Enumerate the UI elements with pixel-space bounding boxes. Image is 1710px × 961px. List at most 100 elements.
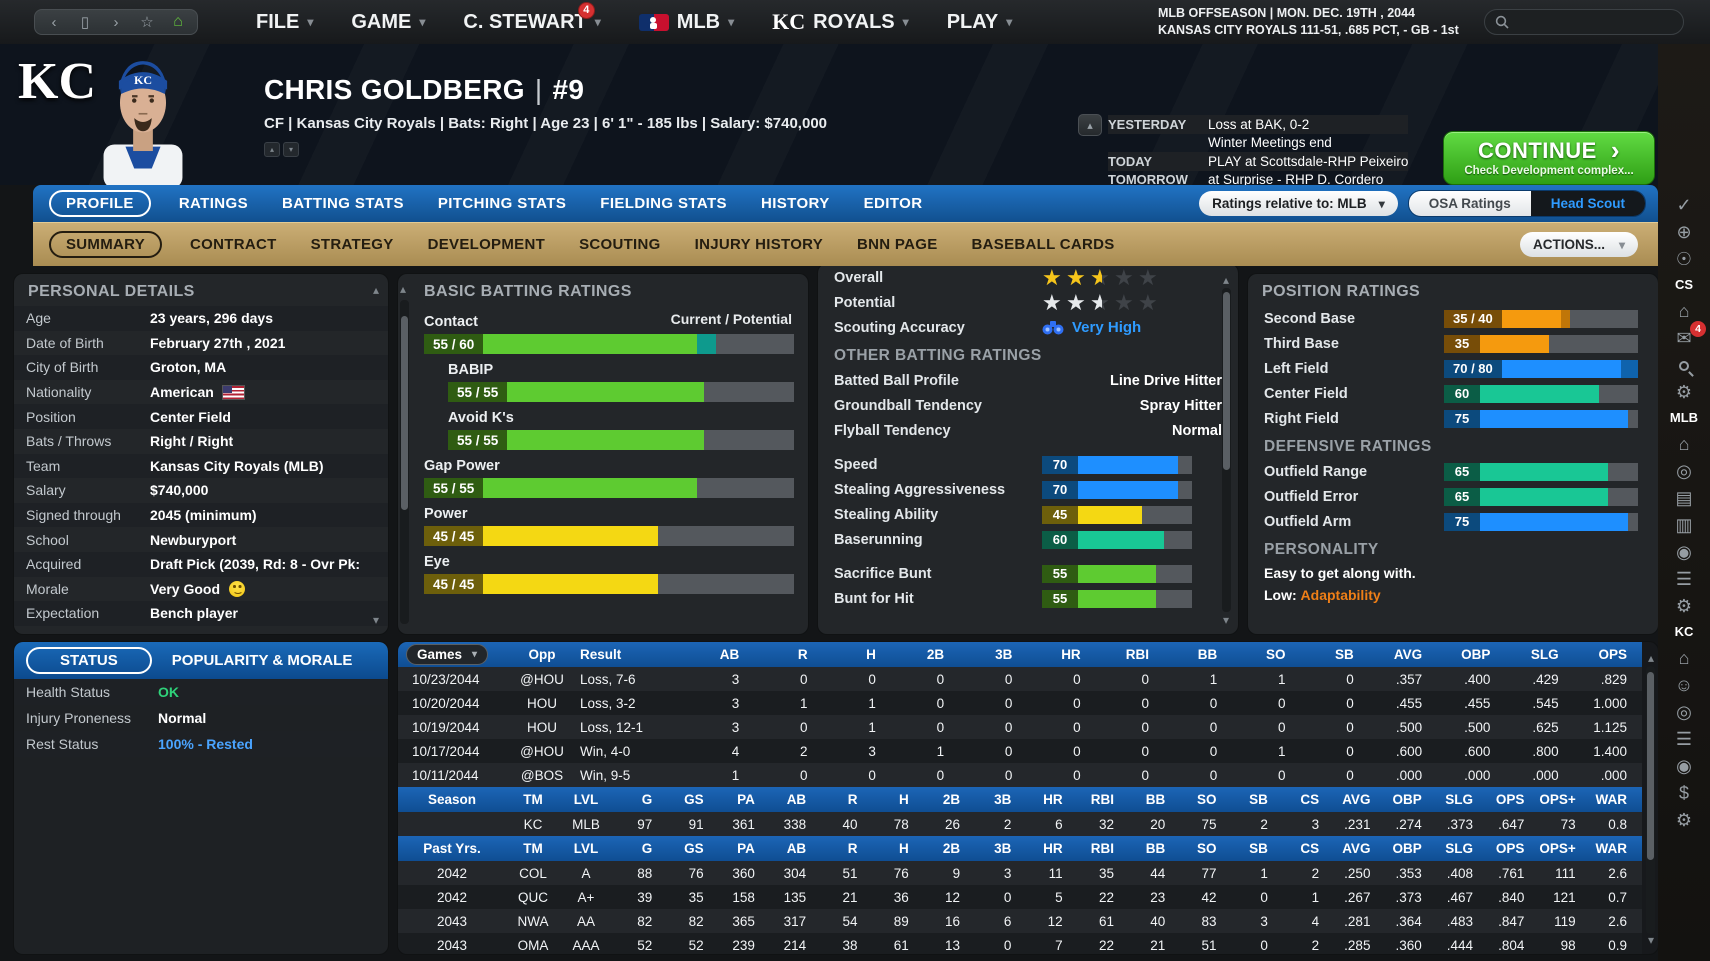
column-header[interactable]: AB (769, 787, 822, 812)
stat-row[interactable]: KC MLB 97 91 361 338 40 78 26 2 6 32 20 75 2 3.231.274.… (398, 812, 1642, 836)
scroll-up-icon[interactable]: ▴ (1647, 651, 1654, 665)
globe-icon[interactable]: ⊕ (1676, 222, 1692, 242)
column-header[interactable]: 3B (975, 787, 1027, 812)
stat-row[interactable]: 2042 QUC A+ 39 35 158 135 21 36 12 0 5 22 23 42 0 1 .267.… (398, 885, 1642, 909)
stat-row[interactable]: 2043 OMA AAA 52 52 239 214 38 61 13 0 7 22 21 51 0 2 .285… (398, 933, 1642, 954)
stats-icon[interactable]: ▥ (1675, 515, 1693, 535)
stat-row[interactable]: 10/17/2044 @HOU Win, 4-0 4 2 3 1 0 0 0 0 1 0 .600 .600… (398, 739, 1642, 763)
mail-icon[interactable]: ✉ 4 (1671, 321, 1706, 349)
column-header[interactable]: Games ▾ (398, 642, 512, 667)
check-icon[interactable]: ✓ (1676, 195, 1692, 215)
target-icon[interactable]: ◎ (1676, 702, 1692, 722)
column-header[interactable]: SO (1180, 787, 1232, 812)
column-header[interactable]: SLG (1505, 642, 1574, 667)
column-header[interactable]: SO (1180, 836, 1232, 861)
column-header[interactable]: 3B (959, 642, 1028, 667)
column-header[interactable]: RBI (1077, 836, 1129, 861)
column-header[interactable]: AB (686, 642, 755, 667)
column-header[interactable]: SLG (1436, 836, 1489, 861)
tab-bnn-page[interactable]: BNN PAGE (857, 236, 938, 253)
stat-row[interactable]: 10/19/2044 HOU Loss, 12-1 3 0 1 0 0 0 0 0 0 0 .500 .50… (398, 715, 1642, 739)
card-icon[interactable]: ▤ (1675, 488, 1693, 508)
baseball-icon[interactable]: ◉ (1676, 542, 1692, 562)
column-header[interactable]: Past Yrs. (398, 836, 510, 861)
column-header[interactable]: Opp (512, 642, 576, 667)
column-header[interactable]: TM (510, 787, 560, 812)
gear-icon[interactable]: ⚙ (1675, 596, 1693, 616)
stat-row[interactable]: 10/23/2044 @HOU Loss, 7-6 3 0 0 0 0 0 0 1 1 0 .357 .40… (398, 667, 1642, 691)
column-header[interactable]: BB (1163, 642, 1233, 667)
stat-row[interactable]: 10/20/2044 HOU Loss, 3-2 3 1 1 0 0 0 0 0 0 0 .455 .455… (398, 691, 1642, 715)
stat-row[interactable]: 2043 NWA AA 82 82 365 317 54 89 16 6 12 61 40 83 3 4 .281… (398, 909, 1642, 933)
column-header[interactable]: SB (1300, 642, 1369, 667)
gear-icon[interactable]: ⚙ (1675, 810, 1693, 830)
tab-pitching-stats[interactable]: PITCHING STATS (437, 195, 567, 212)
column-header[interactable]: 2B (923, 787, 976, 812)
column-header[interactable]: RBI (1095, 642, 1164, 667)
tab-fielding-stats[interactable]: FIELDING STATS (600, 195, 727, 212)
staff-icon[interactable]: ☺ (1674, 675, 1694, 695)
search-input[interactable] (1515, 14, 1665, 30)
column-header[interactable]: WAR (1590, 787, 1642, 812)
column-header[interactable]: SB (1231, 836, 1283, 861)
bookmark-star-icon[interactable]: ☆ (138, 15, 156, 30)
home-icon[interactable]: ⌂ (1678, 301, 1690, 321)
target-icon[interactable]: ◎ (1676, 461, 1692, 481)
column-header[interactable]: BB (1128, 836, 1181, 861)
home-icon[interactable]: ⌂ (1678, 648, 1690, 668)
column-header[interactable]: HR (1026, 787, 1078, 812)
column-header[interactable]: BB (1128, 787, 1181, 812)
actions-dropdown[interactable]: ACTIONS... ▾ (1519, 232, 1638, 257)
column-header[interactable]: HR (1026, 836, 1078, 861)
menu-play[interactable]: PLAY ▾ (947, 11, 1013, 34)
column-header[interactable]: PA (718, 836, 770, 861)
column-header[interactable]: R (821, 787, 873, 812)
column-header[interactable]: H (822, 642, 891, 667)
menu-league-mlb[interactable]: MLB ▾ (638, 11, 734, 34)
column-header[interactable]: PA (718, 787, 770, 812)
column-header[interactable]: CS (1282, 836, 1335, 861)
scrollbar[interactable] (1646, 666, 1655, 934)
column-header[interactable]: AVG (1368, 642, 1438, 667)
head-scout-button[interactable]: Head Scout (1530, 191, 1645, 216)
scroll-down-icon[interactable]: ▾ (372, 613, 379, 627)
column-header[interactable]: G (616, 787, 668, 812)
column-header[interactable]: Season (398, 787, 510, 812)
prev-player-icon[interactable]: ▴ (264, 142, 280, 157)
tab-history[interactable]: HISTORY (760, 195, 830, 212)
column-header[interactable]: OBP (1437, 642, 1506, 667)
tab-profile[interactable]: PROFILE (49, 190, 151, 217)
search-box[interactable] (1484, 9, 1684, 35)
column-header[interactable]: 3B (975, 836, 1027, 861)
tab-popularity-morale[interactable]: POPULARITY & MORALE (171, 652, 353, 669)
scroll-up-icon[interactable]: ▴ (400, 282, 407, 296)
window-icon[interactable]: ▯ (76, 15, 94, 30)
baseball-icon[interactable]: ◉ (1676, 756, 1692, 776)
column-header[interactable]: RBI (1077, 787, 1129, 812)
menu-game[interactable]: GAME ▾ (351, 11, 425, 34)
tab-baseball-cards[interactable]: BASEBALL CARDS (971, 236, 1115, 253)
tab-batting-stats[interactable]: BATTING STATS (282, 195, 404, 212)
tab-scouting[interactable]: SCOUTING (579, 236, 661, 253)
osa-ratings-button[interactable]: OSA Ratings (1408, 191, 1531, 216)
scrollbar[interactable] (400, 300, 409, 624)
back-icon[interactable]: ‹ (45, 15, 63, 30)
home-icon[interactable]: ⌂ (1678, 434, 1690, 454)
scroll-up-icon[interactable]: ▴ (1222, 273, 1229, 287)
column-header[interactable]: Result (576, 642, 686, 667)
tab-development[interactable]: DEVELOPMENT (427, 236, 546, 253)
scroll-up-icon[interactable]: ▴ (372, 283, 379, 297)
column-header[interactable]: GS (667, 787, 719, 812)
column-header[interactable]: 2B (923, 836, 976, 861)
ratings-relative-dropdown[interactable]: Ratings relative to: MLB ▾ (1199, 191, 1398, 216)
lineup-icon[interactable]: ☰ (1675, 729, 1693, 749)
column-header[interactable]: OPS+ (1539, 836, 1591, 861)
column-header[interactable]: SO (1232, 642, 1301, 667)
forward-icon[interactable]: › (107, 15, 125, 30)
column-header[interactable]: G (616, 836, 668, 861)
tab-ratings[interactable]: RATINGS (178, 195, 248, 212)
lineup-icon[interactable]: ☰ (1675, 569, 1693, 589)
column-header[interactable]: TM (510, 836, 560, 861)
search-icon[interactable] (1671, 354, 1697, 376)
column-header[interactable]: GS (667, 836, 719, 861)
